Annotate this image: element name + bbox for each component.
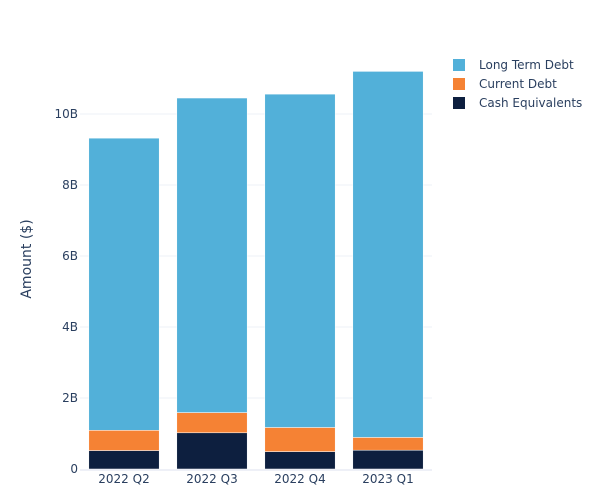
y-tick-label: 10B xyxy=(54,107,78,121)
bars xyxy=(88,71,424,470)
legend-swatch xyxy=(453,59,465,71)
bar-cash-equivalents xyxy=(352,449,424,470)
y-axis-title: Amount ($) xyxy=(19,219,35,298)
bar-cash-equivalents xyxy=(176,432,248,470)
x-tick-label: 2023 Q1 xyxy=(362,472,413,486)
x-tick-label: 2022 Q3 xyxy=(186,472,237,486)
bar-current-debt xyxy=(176,412,248,434)
bar-current-debt xyxy=(352,437,424,451)
legend-label: Long Term Debt xyxy=(479,58,574,72)
bar-current-debt xyxy=(88,430,160,451)
y-tick-label: 4B xyxy=(62,320,78,334)
x-tick-label: 2022 Q2 xyxy=(98,472,149,486)
legend-item[interactable]: Long Term Debt xyxy=(453,58,574,72)
legend-label: Cash Equivalents xyxy=(479,96,582,110)
x-tick-label: 2022 Q4 xyxy=(274,472,325,486)
y-tick-label: 0 xyxy=(70,462,78,476)
bar-current-debt xyxy=(264,427,336,452)
legend-label: Current Debt xyxy=(479,77,557,91)
y-tick-label: 8B xyxy=(62,178,78,192)
bar-long-term-debt xyxy=(352,71,424,438)
bar-long-term-debt xyxy=(176,97,248,413)
legend: Long Term Debt Current Debt Cash Equivalen… xyxy=(453,58,582,110)
y-tick-label: 6B xyxy=(62,249,78,263)
bar-cash-equivalents xyxy=(88,450,160,470)
bar-long-term-debt xyxy=(264,93,336,428)
bar-cash-equivalents xyxy=(264,451,336,470)
legend-item[interactable]: Current Debt xyxy=(453,77,557,91)
legend-swatch xyxy=(453,78,465,90)
y-tick-label: 2B xyxy=(62,391,78,405)
y-axis-ticks: 0 2B 4B 6B 8B 10B xyxy=(54,107,78,476)
legend-item[interactable]: Cash Equivalents xyxy=(453,96,582,110)
bar-long-term-debt xyxy=(88,137,160,431)
x-axis-ticks: 2022 Q2 2022 Q3 2022 Q4 2023 Q1 xyxy=(98,472,413,486)
legend-swatch xyxy=(453,97,465,109)
